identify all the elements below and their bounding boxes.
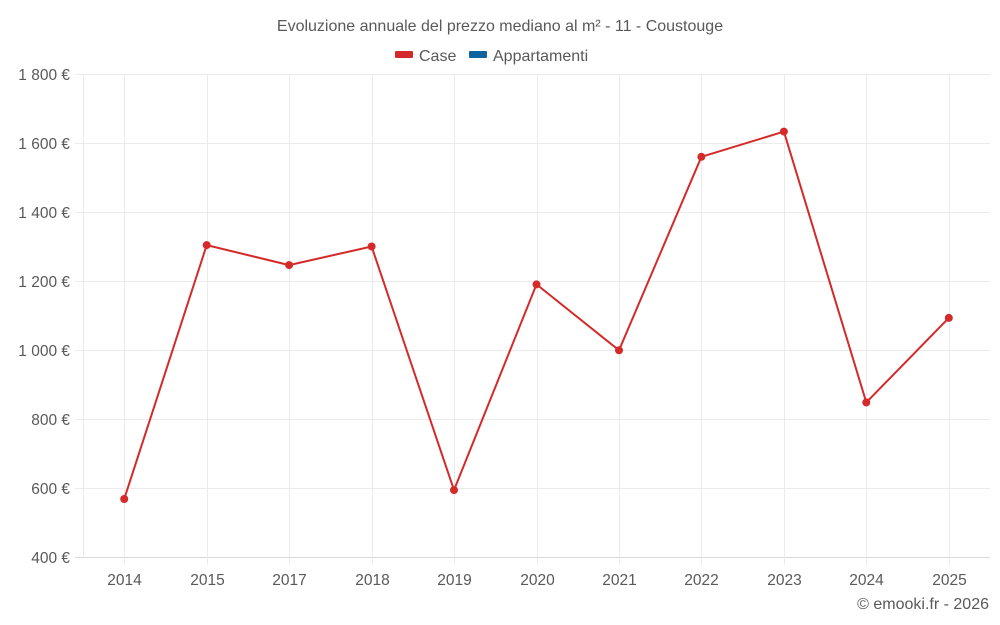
legend-item-appartamenti[interactable]: Appartamenti (469, 48, 588, 65)
y-tick-label: 1 400 € (18, 205, 70, 222)
data-point[interactable] (532, 280, 541, 289)
y-tick-label: 1 000 € (18, 343, 70, 360)
x-tick-label: 2023 (767, 572, 801, 589)
data-point[interactable] (367, 242, 376, 251)
credit-text: © emooki.fr - 2026 (857, 596, 989, 613)
data-point[interactable] (862, 398, 871, 407)
x-axis: 2014 2015 2017 2018 2019 2020 2021 2022 2023 2024… (107, 572, 966, 589)
data-point[interactable] (120, 495, 129, 503)
x-tick-label: 2014 (107, 572, 142, 589)
chart-title: Evoluzione annuale del prezzo mediano al… (277, 18, 723, 35)
data-point[interactable] (944, 313, 953, 322)
y-tick-label: 1 600 € (18, 136, 70, 153)
legend-item-case[interactable]: Case (395, 48, 456, 65)
data-point[interactable] (615, 346, 623, 355)
series-line (123, 130, 950, 500)
y-tick-label: 600 € (31, 481, 70, 498)
y-tick-label: 800 € (31, 412, 70, 429)
x-tick-label: 2025 (932, 572, 966, 589)
data-point[interactable] (285, 261, 294, 270)
x-tick-label: 2022 (684, 572, 718, 589)
x-tick-label: 2021 (602, 572, 636, 589)
y-axis: 400 € 600 € 800 € 1 000 € 1 200 € 1 400 € 1 60… (18, 67, 70, 567)
y-tick-label: 400 € (31, 550, 70, 567)
data-point[interactable] (450, 486, 458, 495)
legend: Case Appartamenti (395, 48, 588, 65)
x-tick-label: 2019 (437, 572, 471, 589)
x-tick-label: 2020 (520, 572, 555, 589)
y-tick-label: 1 200 € (18, 274, 70, 291)
data-point[interactable] (202, 241, 211, 250)
x-tick-label: 2017 (272, 572, 306, 589)
data-point[interactable] (779, 127, 788, 136)
series-case (120, 127, 953, 503)
legend-label-case: Case (419, 48, 456, 65)
gridlines (75, 74, 990, 565)
y-tick-label: 1 800 € (18, 67, 70, 84)
legend-swatch-appartamenti (469, 51, 487, 58)
x-tick-label: 2024 (849, 572, 884, 589)
x-tick-label: 2015 (190, 572, 224, 589)
legend-swatch-case (395, 51, 413, 58)
legend-label-appartamenti: Appartamenti (493, 48, 588, 65)
x-tick-label: 2018 (355, 572, 389, 589)
data-point[interactable] (697, 152, 706, 161)
